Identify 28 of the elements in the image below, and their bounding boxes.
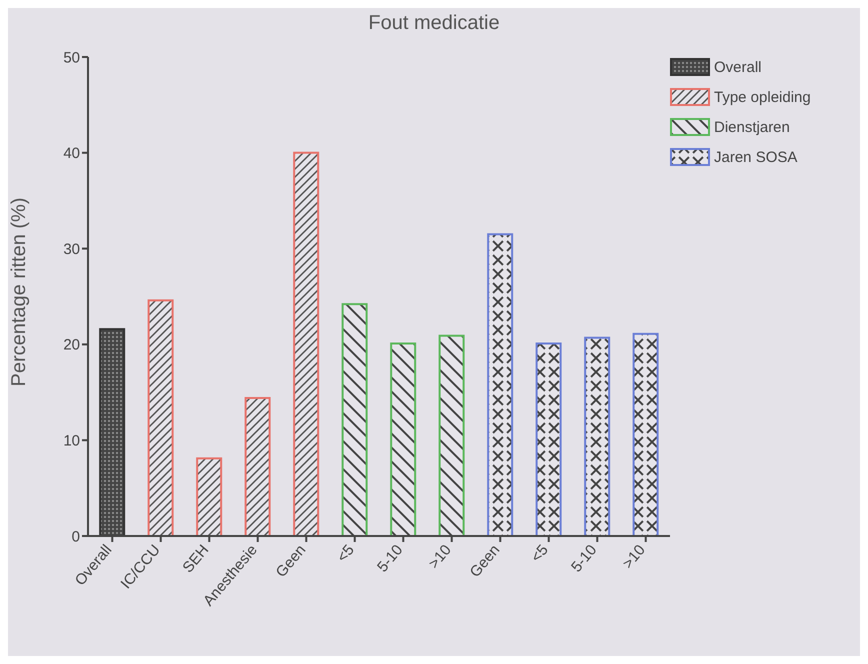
- y-tick-label: 30: [63, 240, 80, 258]
- y-tick-label: 50: [63, 49, 80, 66]
- bar: [196, 457, 222, 536]
- y-tick-label: 0: [72, 528, 80, 546]
- bar: [487, 233, 514, 536]
- bar: [390, 342, 416, 536]
- y-axis-title: Percentage ritten (%): [8, 198, 30, 386]
- x-tick-label: <5: [334, 542, 358, 566]
- bar: [438, 334, 465, 536]
- legend-label: Dienstjaren: [714, 118, 790, 136]
- bar: [148, 299, 174, 536]
- bar: [536, 342, 562, 536]
- y-tick-label: 10: [63, 432, 80, 450]
- bar: [632, 332, 659, 536]
- legend-label: Type opleiding: [714, 88, 811, 106]
- x-tick-label: >10: [619, 542, 649, 572]
- legend-label: Overall: [714, 58, 762, 76]
- bar: [584, 336, 610, 536]
- y-tick-label: 20: [63, 336, 80, 354]
- y-tick-label: 40: [63, 145, 80, 162]
- bar: [293, 152, 320, 536]
- legend-label: Jaren SOSA: [714, 148, 798, 166]
- bar: [99, 328, 126, 536]
- x-tick-label: <5: [528, 542, 552, 566]
- chart-title: Fout medicatie: [367, 12, 501, 35]
- bar: [244, 397, 271, 536]
- bar: [342, 303, 368, 536]
- x-tick-label: >10: [425, 542, 455, 572]
